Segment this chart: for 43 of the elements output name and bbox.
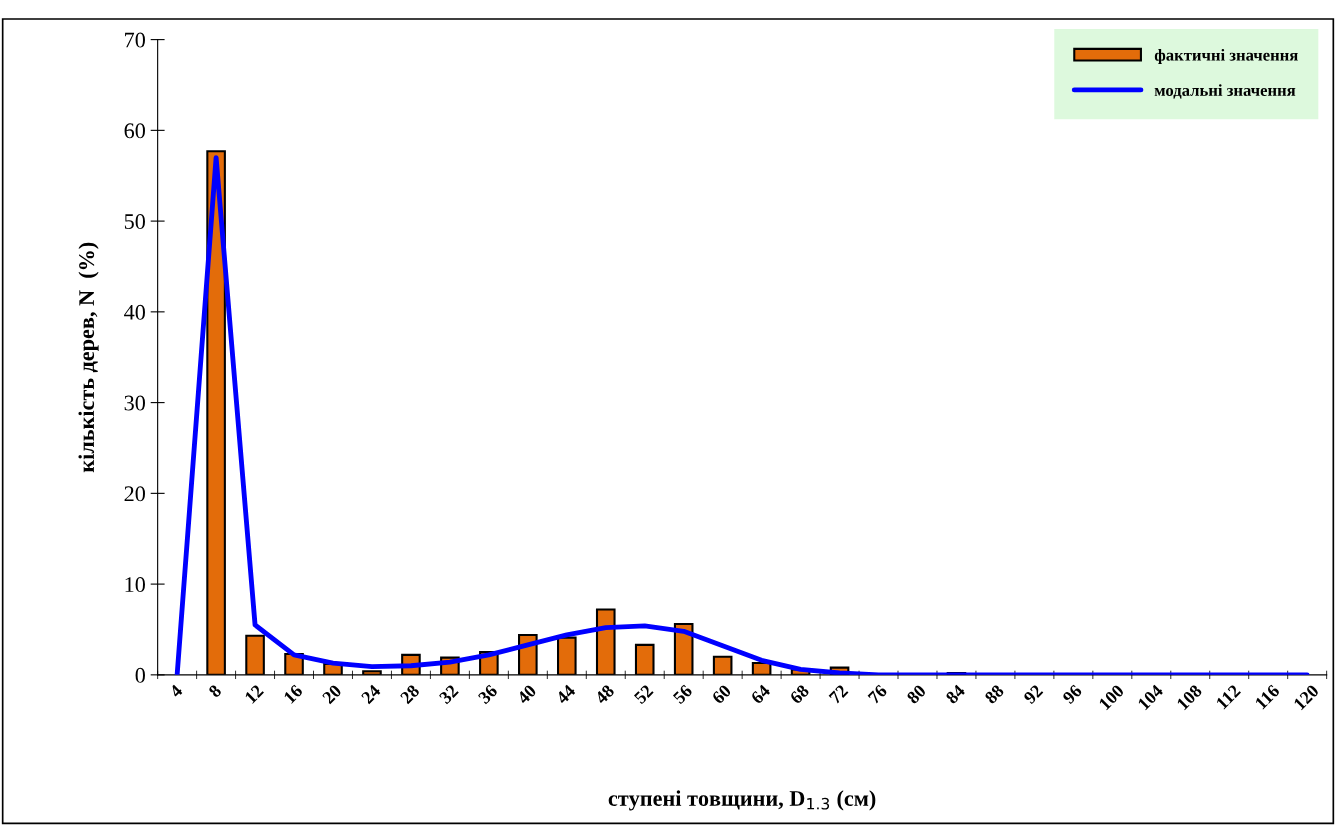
y-tick-label: 70: [125, 32, 145, 48]
x-tick-label: 24: [360, 683, 382, 705]
x-tick-label: 52: [633, 684, 654, 705]
x-tick-label: 88: [984, 683, 1005, 705]
x-tick-label: 104: [1137, 683, 1164, 711]
line-series: [174, 155, 1310, 675]
x-tick-label: 32: [438, 684, 459, 705]
x-tick-label: 64: [750, 683, 771, 705]
y-tick-label: 10: [125, 577, 145, 593]
x-tick-label: 28: [399, 683, 421, 705]
x-tick-label: 120: [1293, 684, 1320, 711]
x-tick-label: 44: [555, 683, 577, 705]
y-tick-label: 20: [124, 486, 145, 502]
y-tick-label: 50: [124, 214, 145, 230]
x-tick-label: 8: [207, 683, 223, 699]
legend-label: модальні значення: [1154, 84, 1296, 99]
legend-label: фактичні значення: [1154, 48, 1298, 65]
y-tick-label: 30: [124, 395, 145, 411]
x-tick-label: 4: [168, 683, 184, 699]
y-tick-label: 40: [124, 304, 145, 320]
y-tick-label: 60: [124, 123, 145, 139]
y-axis-title: кількість дерев, N (%): [78, 242, 99, 473]
x-tick-label: 116: [1254, 683, 1281, 710]
x-tick-label: 36: [477, 683, 499, 705]
x-tick-label: 60: [711, 684, 732, 705]
x-tick-label: 48: [594, 683, 615, 705]
x-tick-label: 20: [321, 684, 343, 705]
y-tick-label: 0: [135, 667, 145, 683]
x-tick-label: 80: [906, 684, 927, 705]
x-tick-label: 92: [1022, 684, 1044, 705]
x-tick-label: 56: [672, 683, 693, 705]
x-tick-label: 12: [244, 684, 264, 704]
x-tick-label: 100: [1098, 684, 1125, 711]
x-tick-label: 72: [828, 684, 849, 705]
x-tick-label: 108: [1176, 683, 1203, 711]
x-tick-label: 68: [789, 683, 810, 705]
x-tick-label: 16: [283, 683, 304, 704]
x-tick-label: 84: [945, 683, 966, 705]
x-tick-label: 76: [867, 683, 888, 705]
x-axis-title: ступені товщини, D$_{1.3}$ (см): [608, 790, 876, 811]
x-tick-label: 40: [516, 684, 537, 705]
x-tick-label: 96: [1061, 683, 1083, 705]
x-tick-label: 112: [1215, 684, 1241, 710]
